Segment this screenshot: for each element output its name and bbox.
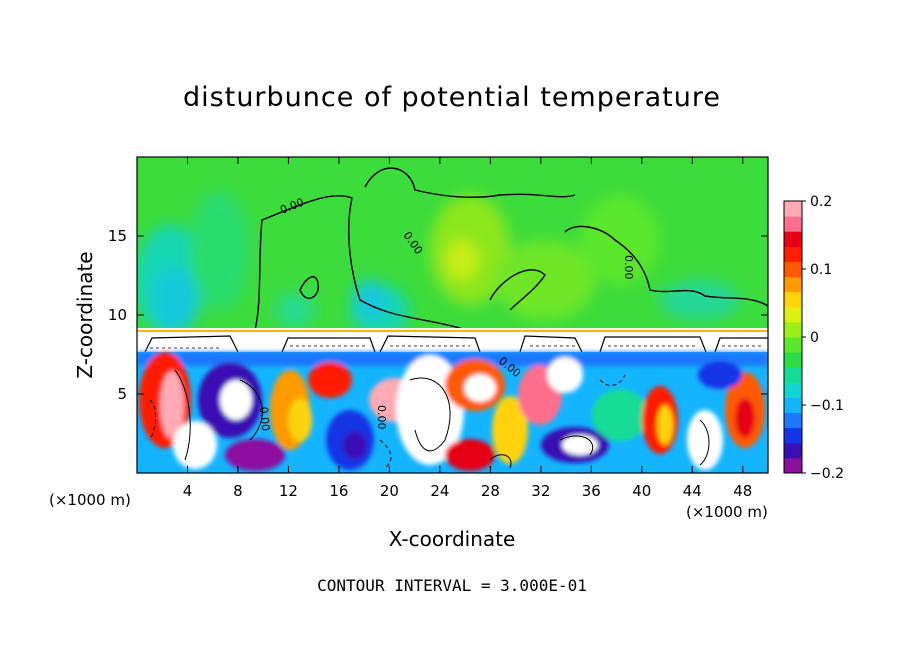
contour-label: 0.00: [257, 406, 272, 432]
colorbar-swatch: [784, 427, 802, 444]
chart-title: disturbunce of potential temperature: [183, 82, 721, 113]
colorbar-tick-label: 0.1: [810, 262, 832, 278]
y-tick-label: 5: [117, 385, 127, 403]
x-tick-label: 28: [481, 482, 500, 500]
colorbar-swatch: [784, 291, 802, 308]
x-axis: 4 8 12 16 20 24 28 32 36 40 44 48: [183, 157, 752, 500]
contour-label: 0.00: [375, 405, 388, 430]
colorbar-swatch: [784, 367, 802, 383]
x-tick-label: 20: [380, 482, 399, 500]
colorbar-swatch: [784, 216, 802, 232]
colorbar-tick-label: 0.2: [810, 194, 832, 210]
x-unit-label-left: (×1000 m): [49, 491, 131, 509]
x-unit-label-right: (×1000 m): [686, 503, 768, 521]
x-tick-label: 8: [233, 482, 243, 500]
x-axis-label: X-coordinate: [389, 527, 516, 551]
colorbar-ticks: 0.2 0.1 0 −0.1 −0.2: [802, 194, 844, 482]
colorbar-swatch: [784, 321, 802, 338]
y-axis: 5 10 15: [108, 227, 768, 403]
x-tick-label: 32: [531, 482, 550, 500]
colorbar-tick-label: −0.1: [810, 398, 844, 414]
x-tick-label: 48: [733, 482, 752, 500]
colorbar-swatch: [784, 276, 802, 293]
colorbar: [783, 200, 803, 474]
colorbar-swatch: [784, 382, 802, 398]
colorbar-swatch: [784, 231, 802, 247]
x-tick-label: 16: [329, 482, 348, 500]
x-tick-label: 4: [183, 482, 193, 500]
contour-interval-note: CONTOUR INTERVAL = 3.000E-01: [317, 576, 587, 595]
x-tick-label: 12: [279, 482, 298, 500]
lower-field-eddies: [137, 352, 768, 471]
colorbar-tick-label: 0: [810, 330, 819, 346]
zero-contour-upper: [254, 167, 768, 331]
colorbar-swatch: [784, 337, 802, 353]
colorbar-tick-label: −0.2: [810, 466, 844, 482]
y-tick-label: 15: [108, 227, 127, 245]
x-tick-label: 24: [430, 482, 449, 500]
x-tick-label: 36: [582, 482, 601, 500]
colorbar-swatch: [784, 201, 802, 217]
x-tick-label: 44: [683, 482, 702, 500]
colorbar-swatch: [784, 397, 802, 414]
colorbar-swatch: [784, 442, 802, 459]
colorbar-swatch: [784, 352, 802, 368]
y-axis-label: Z-coordinate: [73, 251, 97, 378]
y-tick-label: 10: [108, 306, 127, 324]
contour-label: 0.00: [622, 255, 635, 280]
colorbar-swatch: [784, 412, 802, 429]
colorbar-swatch: [784, 246, 802, 262]
colorbar-swatch: [784, 306, 802, 323]
colorbar-swatch: [784, 261, 802, 278]
x-tick-label: 40: [632, 482, 651, 500]
colorbar-swatch: [784, 457, 802, 474]
heatmap-field: [137, 157, 768, 473]
